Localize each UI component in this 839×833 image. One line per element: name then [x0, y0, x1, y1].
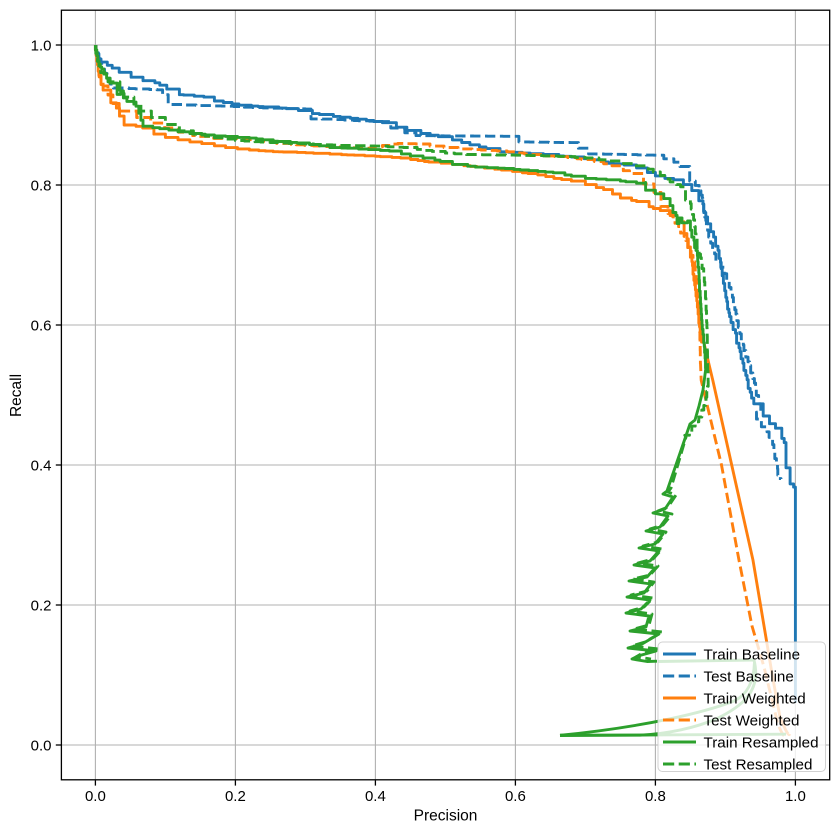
svg-text:Recall: Recall	[8, 374, 25, 417]
svg-text:0.8: 0.8	[645, 788, 666, 805]
svg-text:Train Resampled: Train Resampled	[704, 734, 819, 751]
svg-text:0.2: 0.2	[31, 597, 52, 614]
svg-text:0.6: 0.6	[505, 788, 526, 805]
svg-text:Train Baseline: Train Baseline	[704, 646, 801, 663]
svg-text:0.0: 0.0	[31, 737, 52, 754]
svg-text:Test Baseline: Test Baseline	[704, 668, 794, 685]
svg-text:Test Weighted: Test Weighted	[704, 712, 800, 729]
svg-text:0.4: 0.4	[365, 788, 386, 805]
svg-text:1.0: 1.0	[785, 788, 806, 805]
svg-text:Train Weighted: Train Weighted	[704, 690, 806, 707]
svg-text:0.6: 0.6	[31, 317, 52, 334]
svg-text:Precision: Precision	[414, 807, 478, 824]
svg-text:Test Resampled: Test Resampled	[704, 756, 813, 773]
svg-text:0.2: 0.2	[225, 788, 246, 805]
svg-text:1.0: 1.0	[31, 37, 52, 54]
svg-text:0.8: 0.8	[31, 177, 52, 194]
svg-text:0.4: 0.4	[31, 457, 52, 474]
svg-text:0.0: 0.0	[85, 788, 106, 805]
